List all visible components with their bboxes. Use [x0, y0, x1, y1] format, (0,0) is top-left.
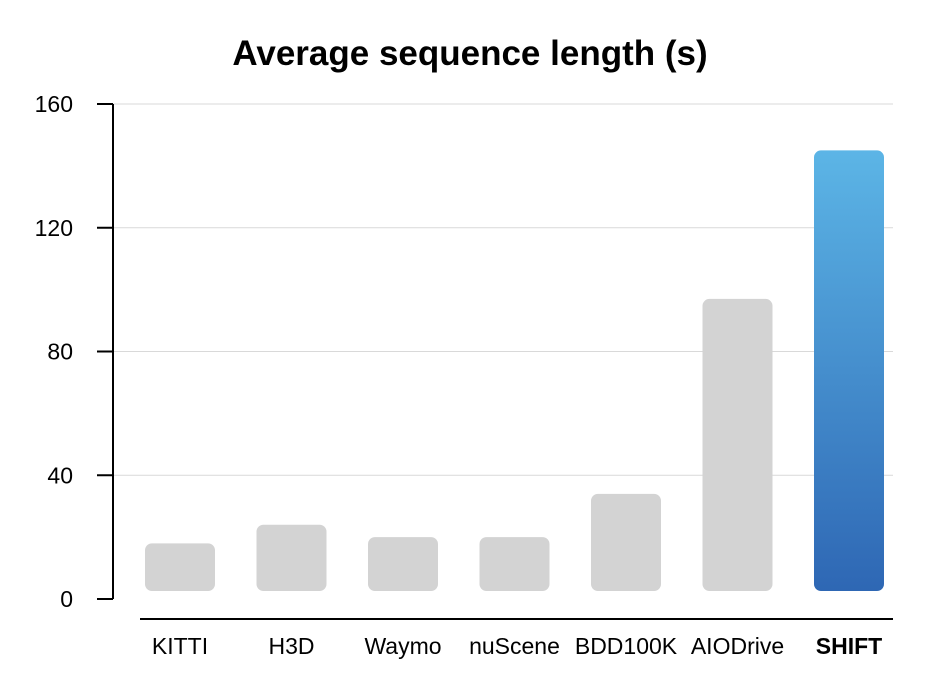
x-tick-label: H3D [268, 633, 314, 659]
axes [97, 103, 893, 620]
bar-kitti [145, 543, 215, 591]
bar-waymo [368, 537, 438, 591]
x-tick-label: BDD100K [575, 633, 678, 659]
y-tick-label: 80 [47, 339, 73, 365]
bars [145, 150, 884, 591]
bar-nuscene [479, 537, 550, 591]
grid-lines [113, 103, 893, 476]
y-tick-label: 160 [35, 91, 73, 117]
chart-title: Average sequence length (s) [232, 34, 708, 73]
x-tick-label: AIODrive [691, 633, 784, 659]
x-tick-label: SHIFT [816, 633, 882, 659]
bar-h3d [256, 524, 327, 591]
x-tick-label: KITTI [152, 633, 208, 659]
bar-bdd100k [591, 493, 661, 591]
y-tick-label: 0 [60, 586, 73, 612]
y-tick-label: 120 [35, 215, 73, 241]
x-tick-label: Waymo [364, 633, 441, 659]
labels: 0 40 80 120 160 KITTI H3D Waymo nuScene BDD100K AI… [35, 91, 883, 659]
bar-aiodrive [702, 298, 773, 591]
y-tick-label: 40 [47, 462, 73, 488]
bar-shift [814, 150, 884, 591]
x-tick-label: nuScene [469, 633, 560, 659]
